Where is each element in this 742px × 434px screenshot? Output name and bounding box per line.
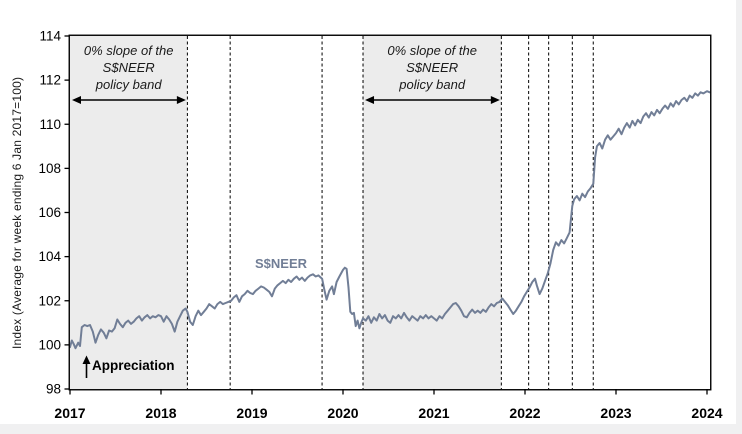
policy-band-annotation-2: 0% slope of the S$NEER policy band [363, 42, 501, 93]
arrow-right-head-icon [490, 96, 500, 104]
annotation-line: S$NEER [406, 60, 459, 75]
x-axis-tick-label: 2022 [509, 405, 540, 421]
annotation-line: policy band [399, 77, 466, 92]
y-axis-tick-label: 102 [38, 293, 61, 308]
x-axis-tick-label: 2023 [600, 405, 631, 421]
y-axis-tick-label: 106 [38, 205, 61, 220]
y-axis-tick-label: 114 [39, 29, 61, 44]
y-axis-tick-label: 112 [39, 73, 61, 88]
appreciation-arrow-head-icon [82, 355, 91, 364]
x-axis-tick-label: 2018 [145, 405, 176, 421]
arrow-right-head-icon [176, 96, 186, 104]
policy-band-region [70, 36, 188, 389]
series-label-sneer: S$NEER [254, 256, 308, 271]
appreciation-label: Appreciation [92, 358, 175, 373]
plot-frame [68, 34, 712, 391]
window-edge-bottom [0, 424, 742, 434]
window-edge-right [736, 0, 742, 434]
x-axis-tick-label: 2019 [236, 405, 267, 421]
policy-band-annotation-1: 0% slope of the S$NEER policy band [70, 42, 187, 93]
y-axis-tick-label: 110 [39, 117, 61, 132]
x-axis-tick-label: 2017 [54, 405, 85, 421]
y-axis-tick-label: 108 [38, 161, 61, 176]
sneer-line [69, 90, 711, 350]
x-axis-tick-label: 2021 [418, 405, 449, 421]
annotation-line: 0% slope of the [83, 43, 174, 58]
arrow-left-head-icon [365, 96, 375, 104]
annotation-line: 0% slope of the [387, 43, 477, 58]
arrow-left-head-icon [72, 96, 81, 104]
y-axis-tick-label: 104 [38, 249, 61, 264]
annotation-line: S$NEER [102, 60, 155, 75]
x-axis-tick-label: 2020 [327, 405, 358, 421]
y-axis-title: Index (Average for week ending 6 Jan 201… [10, 76, 24, 349]
y-axis-tick-label: 98 [46, 382, 61, 397]
annotation-line: policy band [95, 77, 162, 92]
y-axis-tick-label: 100 [38, 337, 61, 352]
x-axis-tick-label: 2024 [691, 405, 722, 421]
policy-band-region [363, 36, 502, 389]
